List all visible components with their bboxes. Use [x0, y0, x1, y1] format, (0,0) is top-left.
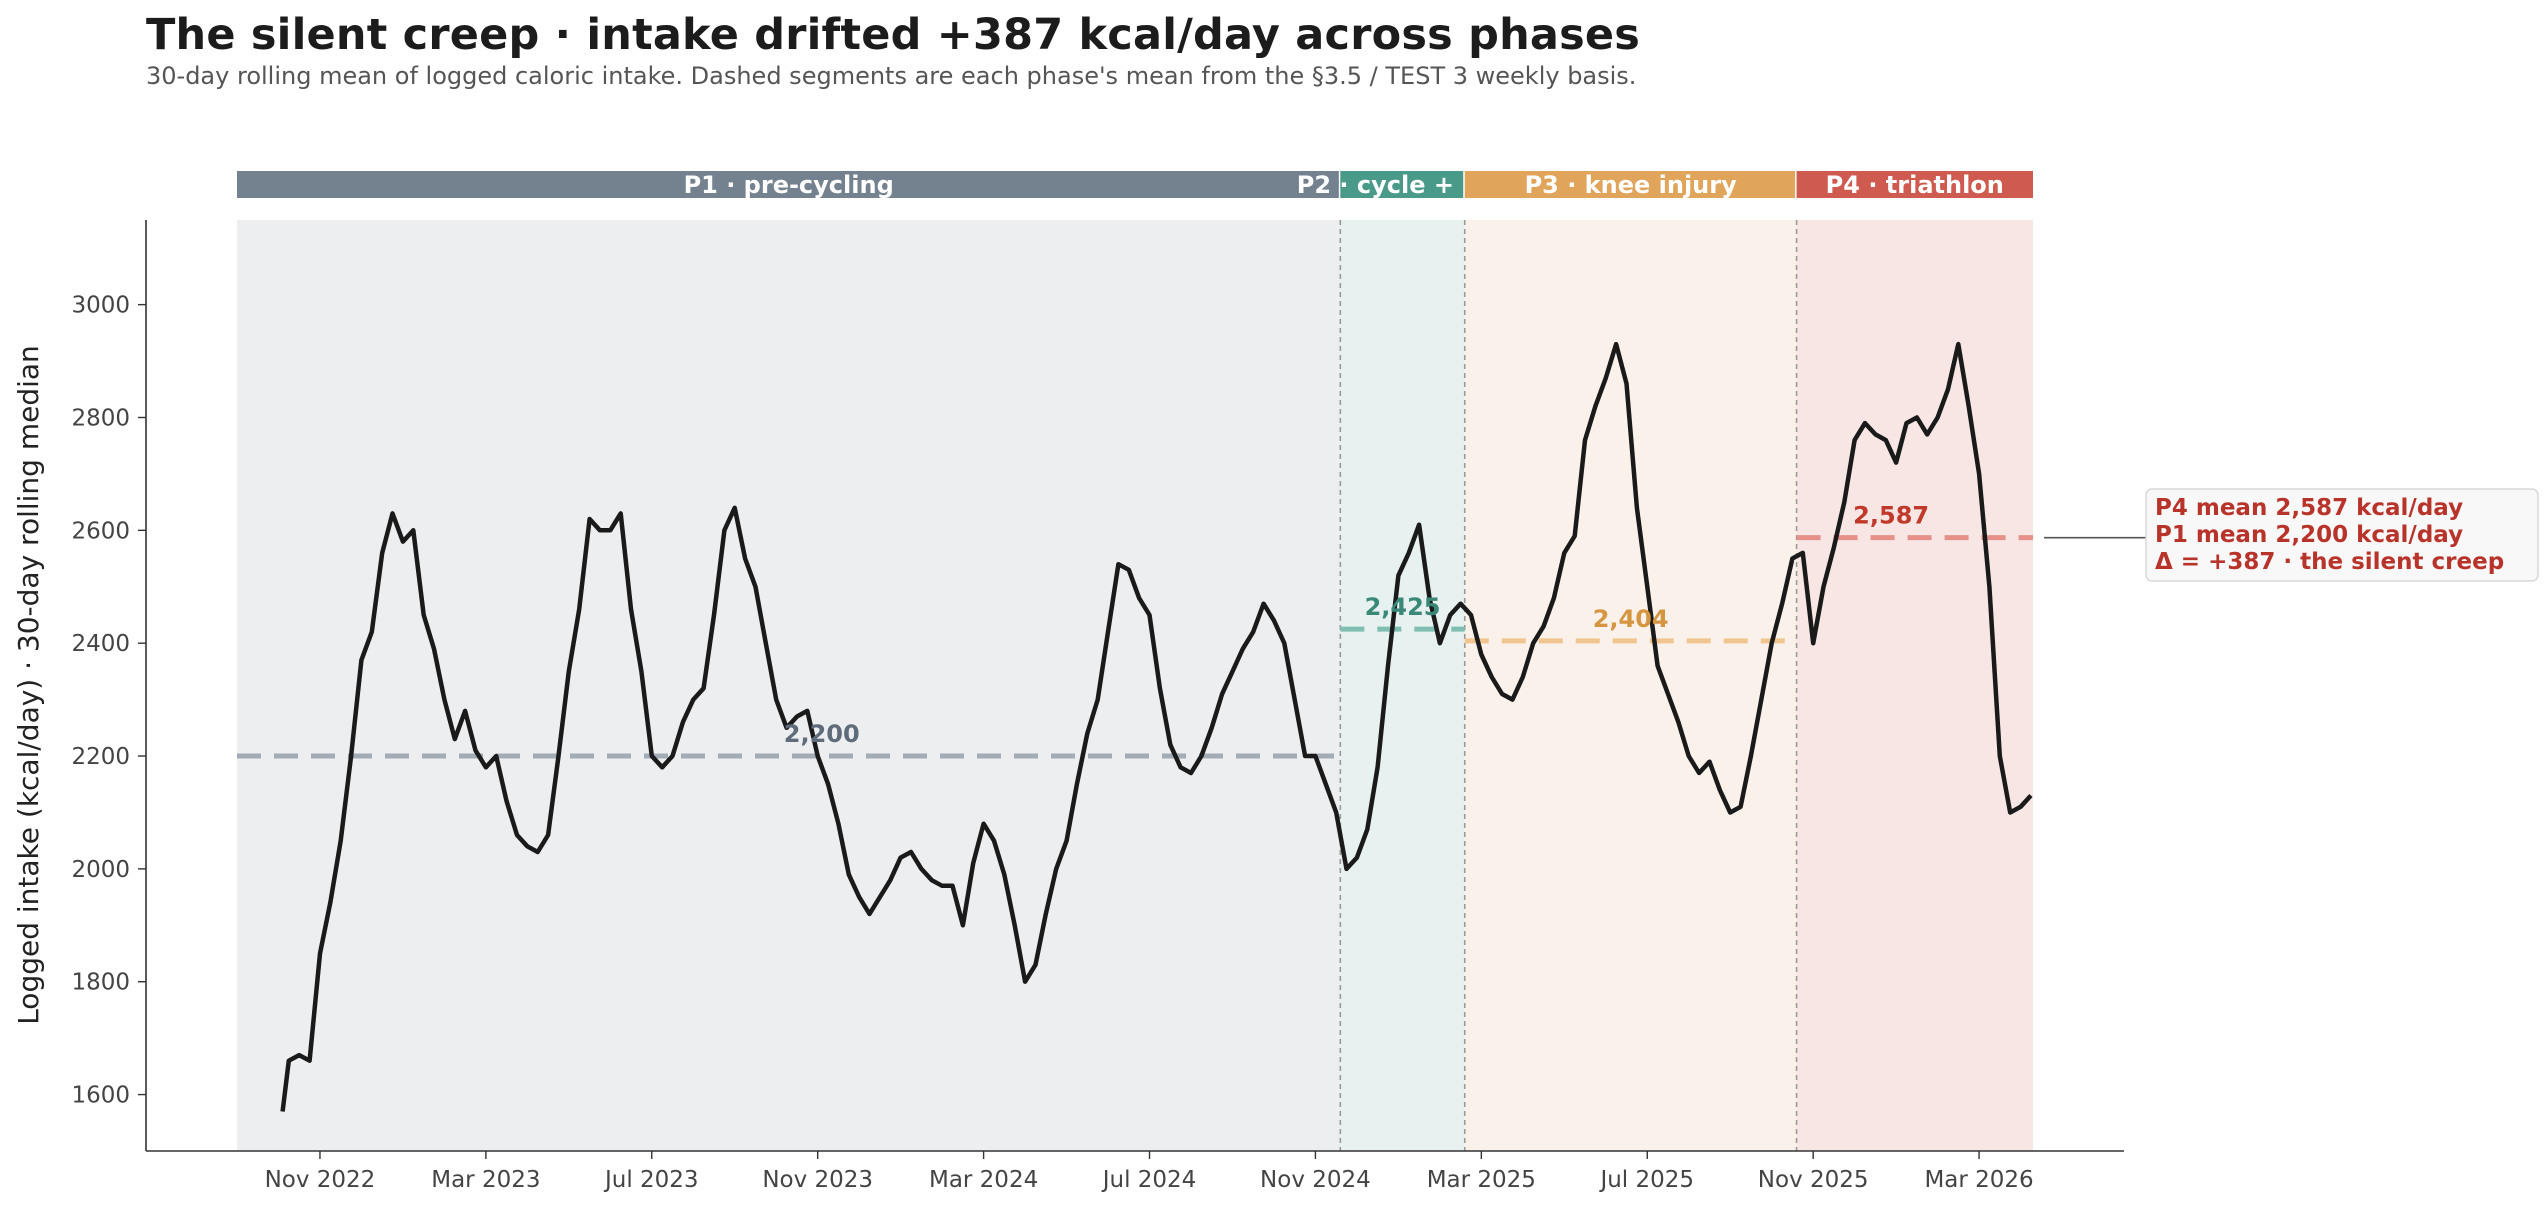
y-tick-label: 1800 — [71, 970, 130, 996]
annotation-box — [2145, 488, 2539, 582]
axes: 1600 1800 2000 2200 2400 2600 2800 3000 Nov 2022… — [71, 220, 2124, 1193]
annotation-line: P1 mean 2,200 kcal/day — [2155, 522, 2463, 548]
x-tick-label: Nov 2025 — [1758, 1167, 1869, 1193]
y-tick-label: 2400 — [71, 631, 130, 657]
phase-bar — [1340, 171, 1464, 198]
x-tick-label: Mar 2025 — [1427, 1167, 1536, 1193]
annotation-line: Δ = +387 · the silent creep — [2155, 549, 2504, 575]
y-tick-label: 2600 — [71, 518, 130, 544]
x-tick-label: Jul 2025 — [1598, 1167, 1694, 1193]
phase-bars: P1 · pre-cycling P2 · cycle + run P3 · kne… — [237, 171, 2033, 199]
phase-label: P4 · triathlon — [1826, 171, 2004, 199]
phase-bar — [1464, 171, 1796, 198]
x-tick-label: Nov 2023 — [762, 1167, 873, 1193]
x-tick-label: Nov 2022 — [265, 1167, 376, 1193]
y-tick-label: 2000 — [71, 857, 130, 883]
phase-background — [237, 220, 1341, 1151]
phase-label: P3 · knee injury — [1525, 171, 1738, 199]
x-tick-label: Mar 2023 — [431, 1167, 540, 1193]
phase-mean-label: 2,200 — [784, 720, 860, 748]
intake-line — [280, 341, 2033, 1112]
phase-background — [1464, 220, 1797, 1151]
y-tick-label: 3000 — [71, 293, 130, 319]
intake-series — [280, 341, 2033, 1112]
y-tick-label: 2800 — [71, 405, 130, 431]
y-tick-label: 2200 — [71, 744, 130, 770]
x-tick-label: Mar 2026 — [1924, 1167, 2033, 1193]
phase-mean-label: 2,425 — [1365, 593, 1441, 621]
phase-background — [1340, 220, 1465, 1151]
phase-mean-label: 2,404 — [1593, 605, 1669, 633]
phase-bar — [237, 171, 1339, 198]
phase-mean-labels: 2,200 2,425 2,404 2,587 — [784, 502, 1929, 748]
x-tick-label: Jul 2023 — [603, 1167, 699, 1193]
phase-label: P1 · pre-cycling — [684, 171, 894, 199]
chart-title: The silent creep · intake drifted +387 k… — [146, 10, 1641, 60]
x-tick-label: Jul 2024 — [1101, 1167, 1197, 1193]
phase-mean-label: 2,587 — [1853, 502, 1929, 530]
annotation-line: P4 mean 2,587 kcal/day — [2155, 495, 2463, 521]
phase-dividers — [1339, 220, 1798, 1151]
x-tick-label: Mar 2024 — [929, 1167, 1038, 1193]
phase-bar — [1796, 171, 2033, 198]
x-tick-label: Nov 2024 — [1260, 1167, 1371, 1193]
y-axis-label: Logged intake (kcal/day) · 30-day rollin… — [12, 345, 45, 1025]
chart-subtitle: 30-day rolling mean of logged caloric in… — [146, 62, 1637, 90]
y-tick-label: 1600 — [71, 1083, 130, 1109]
